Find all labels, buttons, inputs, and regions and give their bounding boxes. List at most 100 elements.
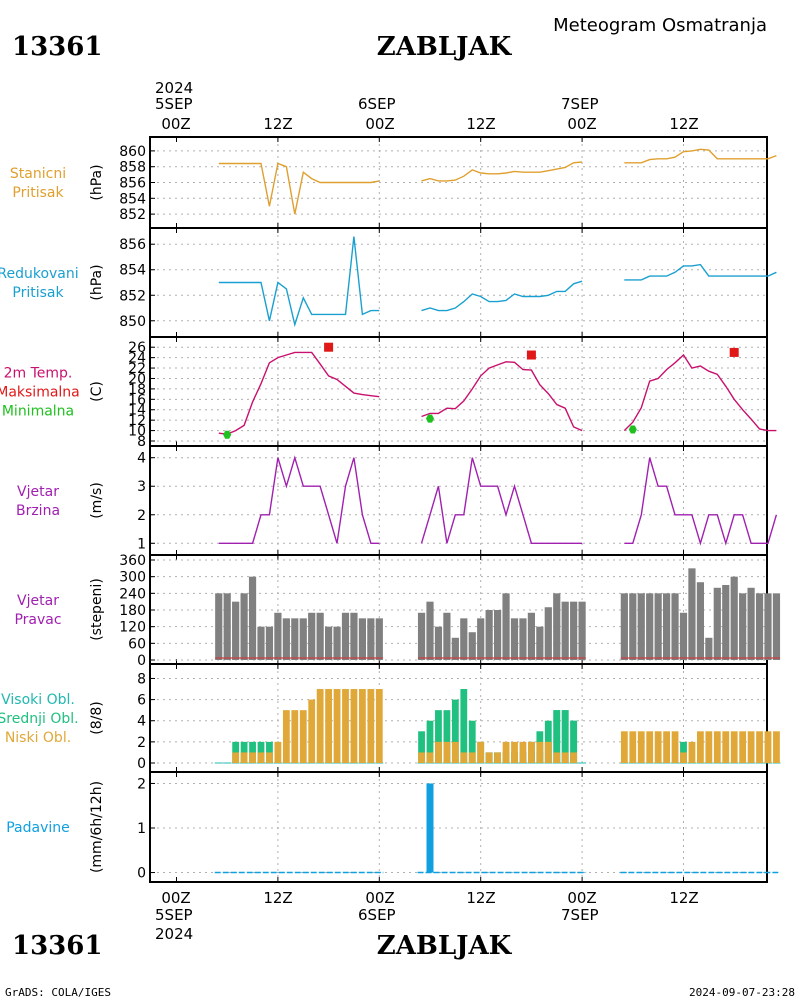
y-axis-label: (hPa) [89,264,105,300]
cloud-bar-low [502,741,510,763]
series-line-temperature [623,353,777,432]
y-tick-label: 0 [137,653,146,669]
y-tick-label: 20 [128,371,146,387]
cloud-bar-low [350,689,358,763]
cloud-bar-low [570,752,578,763]
panel-label-line: Redukovani [0,266,79,282]
y-axis-label: (C) [89,381,105,402]
footer-station-name: ZABLJAK [377,931,513,961]
cloud-bar-low [536,741,544,763]
bottom-day-label-1: 5SEP [155,906,193,924]
wind-direction-bar [274,612,282,660]
cloud-bar-low [485,752,493,763]
wind-direction-bar [240,593,248,660]
y-tick-label: 3 [137,479,146,495]
cloud-bar-mid [443,710,451,763]
wind-direction-bar [705,637,713,660]
wind-direction-bar [654,593,662,660]
bottom-tick-label: 00Z [365,889,394,907]
series-line-station_pressure [624,148,777,164]
y-tick-label: 852 [119,207,146,223]
y-tick-label: 180 [119,603,146,619]
cloud-bar-low [282,710,290,763]
wind-direction-bar [637,593,645,660]
precip-bar [426,783,434,873]
cloud-bar-low [519,741,527,763]
cloud-bar-low [443,741,451,763]
wind-direction-bar [755,593,764,660]
cloud-bar-low [646,731,654,763]
wind-direction-bar [468,632,476,660]
cloud-bar-low [663,731,670,763]
cloud-bar-mid [553,710,561,763]
cloud-bar-mid [451,699,459,763]
wind-direction-bar [519,618,527,660]
cloud-bar-low [451,741,459,763]
y-axis-label: (8/8) [89,701,105,734]
cloud-bar-low [232,752,240,763]
panel-frame [149,771,768,883]
wind-direction-bar [443,612,451,660]
cloud-bar-low [468,752,476,763]
panel-wind_speed: 1 2 3 4 (m/s) Vjetar Brzina [16,445,778,556]
wind-direction-bar [620,593,628,660]
cloud-bar-low [764,731,772,763]
y-tick-label: 10 [128,424,146,440]
y-tick-label: 1 [137,821,146,837]
wind-direction-bar [358,618,366,660]
cloud-bar-low [739,731,747,763]
wind-direction-bar [265,626,274,660]
panel-label-line: Vjetar [17,593,59,609]
wind-direction-bar [325,626,333,660]
wind-direction-bar [485,610,493,660]
y-tick-label: 16 [128,392,146,408]
wind-direction-bar [527,612,535,660]
y-tick-label: 12 [128,413,146,429]
tmax-marker [526,350,536,360]
series-line-station_pressure [421,161,583,182]
y-tick-label: 2 [137,735,146,751]
cloud-bar-mid [570,720,578,763]
cloud-bar-low [747,731,755,763]
cloud-bar-low [629,731,637,763]
y-axis-label: (mm/6h/12h) [89,781,105,873]
tmax-marker [729,347,739,357]
panel-label-line: Maksimalna [0,385,80,401]
cloud-bar-low [553,752,561,763]
cloud-bar-mid [435,710,442,763]
wind-direction-bar [257,626,265,660]
wind-direction-bar [494,610,502,660]
bottom-tick-label: 00Z [161,889,190,907]
cloud-bar-mid [460,689,468,763]
y-tick-label: 6 [137,693,146,709]
footer-station-id: 13361 [12,931,102,961]
panel-label-line: Padavine [6,820,70,836]
cloud-bar-low [426,752,434,763]
y-axis-label: (hPa) [89,164,105,200]
wind-direction-bar [730,576,738,660]
wind-direction-bar [747,587,755,660]
cloud-bar-low [418,752,425,763]
cloud-bar-low [494,752,501,763]
wind-direction-bar [722,585,730,660]
wind-direction-bar [477,618,485,660]
cloud-bar-mid [426,720,434,763]
top-tick-label: 12Z [669,115,698,133]
cloud-bar-low [697,731,704,763]
wind-direction-bar [248,576,257,660]
top-tick-label: 00Z [365,115,394,133]
y-tick-label: 854 [119,191,146,207]
cloud-bar-low [654,731,662,763]
cloud-bar-low [722,731,730,763]
y-tick-label: 854 [119,263,146,279]
top-tick-label: 00Z [567,115,596,133]
wind-direction-bar [688,568,696,660]
top-day-label-3: 7SEP [561,95,599,113]
panel-frame [149,445,768,556]
cloud-bar-low [730,731,738,763]
wind-direction-bar [333,626,341,660]
wind-direction-bar [232,601,240,660]
y-tick-label: 852 [119,288,146,304]
series-line-wind_speed [624,457,778,546]
